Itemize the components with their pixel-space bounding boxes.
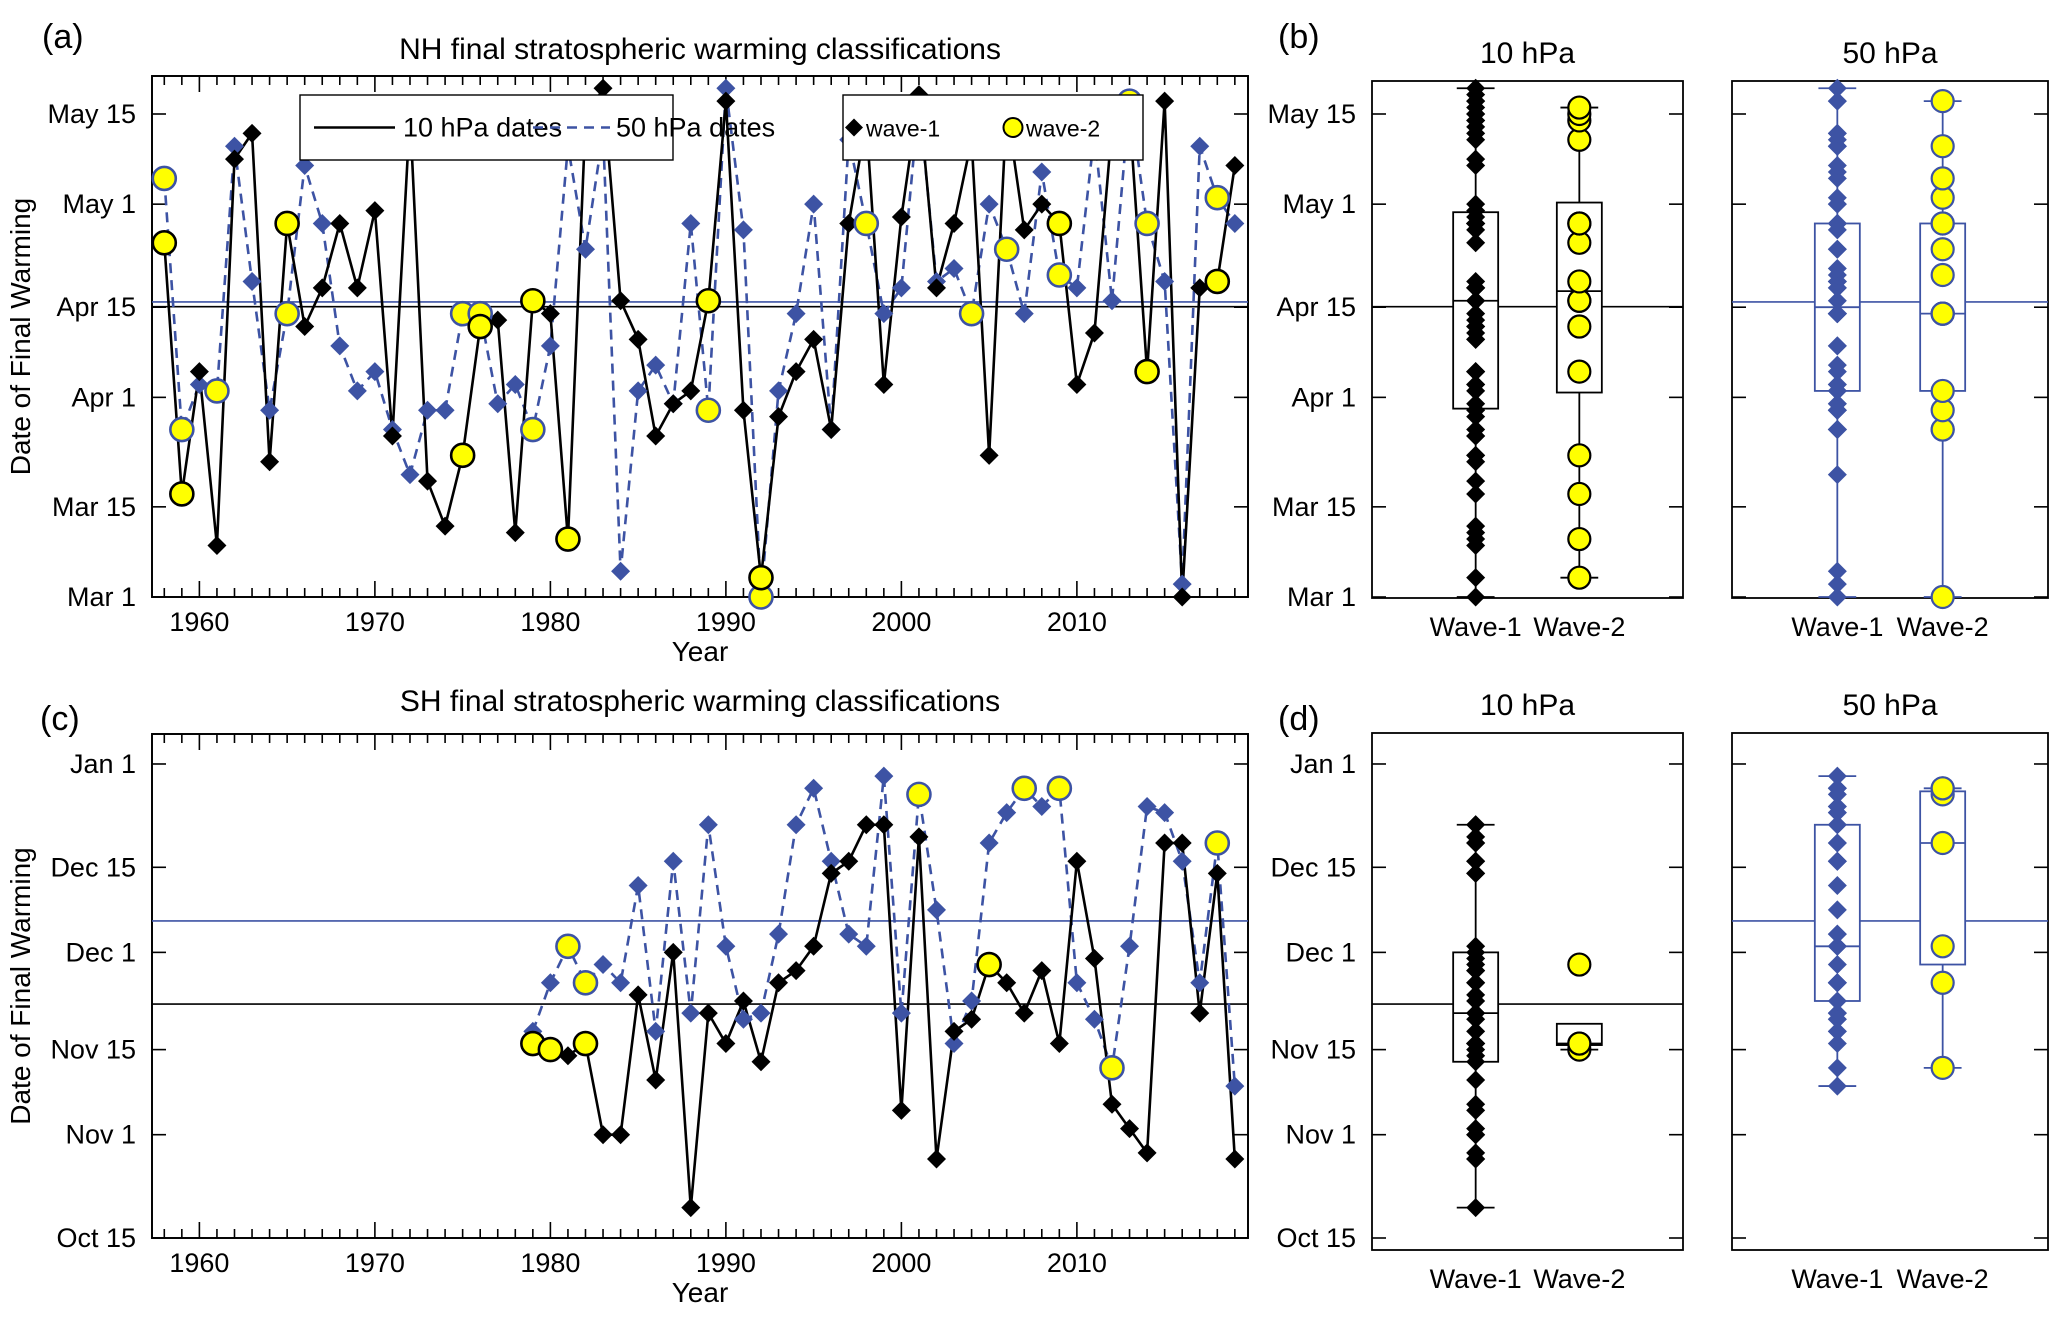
- svg-text:May 15: May 15: [1267, 99, 1356, 129]
- svg-text:May 1: May 1: [62, 189, 136, 219]
- svg-text:Jan 1: Jan 1: [1290, 749, 1356, 779]
- svg-text:Dec 15: Dec 15: [1270, 852, 1356, 882]
- svg-text:2000: 2000: [871, 607, 931, 637]
- svg-text:Date of Final Warming: Date of Final Warming: [5, 198, 36, 476]
- svg-text:Oct 15: Oct 15: [56, 1223, 136, 1253]
- svg-text:Mar 1: Mar 1: [1287, 582, 1356, 612]
- svg-text:Wave-1: Wave-1: [1430, 612, 1522, 642]
- svg-text:Mar 15: Mar 15: [1272, 492, 1356, 522]
- svg-text:Date of Final Warming: Date of Final Warming: [5, 847, 36, 1125]
- svg-text:Apr 1: Apr 1: [1291, 382, 1356, 412]
- svg-text:10 hPa: 10 hPa: [1480, 37, 1575, 70]
- svg-text:1990: 1990: [696, 607, 756, 637]
- svg-text:1980: 1980: [520, 607, 580, 637]
- svg-text:Wave-2: Wave-2: [1533, 1264, 1625, 1294]
- svg-text:(a): (a): [42, 18, 84, 56]
- svg-text:2010: 2010: [1047, 1248, 1107, 1278]
- svg-text:Apr 15: Apr 15: [1276, 292, 1356, 322]
- svg-text:Wave-2: Wave-2: [1533, 612, 1625, 642]
- svg-text:10 hPa: 10 hPa: [1480, 689, 1575, 722]
- svg-text:1990: 1990: [696, 1248, 756, 1278]
- svg-text:Wave-1: Wave-1: [1791, 1264, 1883, 1294]
- svg-text:Dec 15: Dec 15: [50, 852, 136, 882]
- svg-text:wave-2: wave-2: [1025, 116, 1100, 142]
- svg-text:Dec 1: Dec 1: [65, 937, 136, 967]
- svg-text:Year: Year: [672, 1277, 729, 1308]
- svg-text:May 15: May 15: [47, 99, 136, 129]
- svg-text:Apr 1: Apr 1: [71, 382, 136, 412]
- svg-text:(c): (c): [40, 700, 80, 738]
- svg-text:Apr 15: Apr 15: [56, 292, 136, 322]
- svg-text:50 hPa dates: 50 hPa dates: [616, 113, 775, 143]
- svg-text:1970: 1970: [345, 607, 405, 637]
- svg-text:Nov 15: Nov 15: [1270, 1035, 1356, 1065]
- svg-text:50 hPa: 50 hPa: [1842, 37, 1937, 70]
- svg-text:1970: 1970: [345, 1248, 405, 1278]
- svg-text:SH final stratospheric warming: SH final stratospheric warming classific…: [400, 685, 1000, 718]
- svg-text:wave-1: wave-1: [865, 116, 940, 142]
- svg-text:Wave-2: Wave-2: [1897, 612, 1989, 642]
- svg-text:1980: 1980: [520, 1248, 580, 1278]
- svg-text:Jan 1: Jan 1: [70, 749, 136, 779]
- svg-text:Wave-1: Wave-1: [1430, 1264, 1522, 1294]
- svg-text:Wave-1: Wave-1: [1791, 612, 1883, 642]
- svg-text:Nov 15: Nov 15: [50, 1035, 136, 1065]
- svg-text:NH final stratospheric warming: NH final stratospheric warming classific…: [399, 33, 1001, 66]
- svg-text:2010: 2010: [1047, 607, 1107, 637]
- svg-text:Nov 1: Nov 1: [65, 1120, 136, 1150]
- svg-text:Mar 1: Mar 1: [67, 582, 136, 612]
- svg-text:Year: Year: [672, 636, 729, 667]
- svg-text:(d): (d): [1278, 700, 1320, 738]
- svg-text:2000: 2000: [871, 1248, 931, 1278]
- svg-text:50 hPa: 50 hPa: [1842, 689, 1937, 722]
- svg-text:Nov 1: Nov 1: [1285, 1120, 1356, 1150]
- svg-text:Mar 15: Mar 15: [52, 492, 136, 522]
- svg-text:May 1: May 1: [1282, 189, 1356, 219]
- svg-text:1960: 1960: [169, 1248, 229, 1278]
- svg-text:(b): (b): [1278, 18, 1320, 56]
- svg-text:Oct 15: Oct 15: [1276, 1223, 1356, 1253]
- svg-text:Dec 1: Dec 1: [1285, 937, 1356, 967]
- svg-text:1960: 1960: [169, 607, 229, 637]
- svg-text:Wave-2: Wave-2: [1897, 1264, 1989, 1294]
